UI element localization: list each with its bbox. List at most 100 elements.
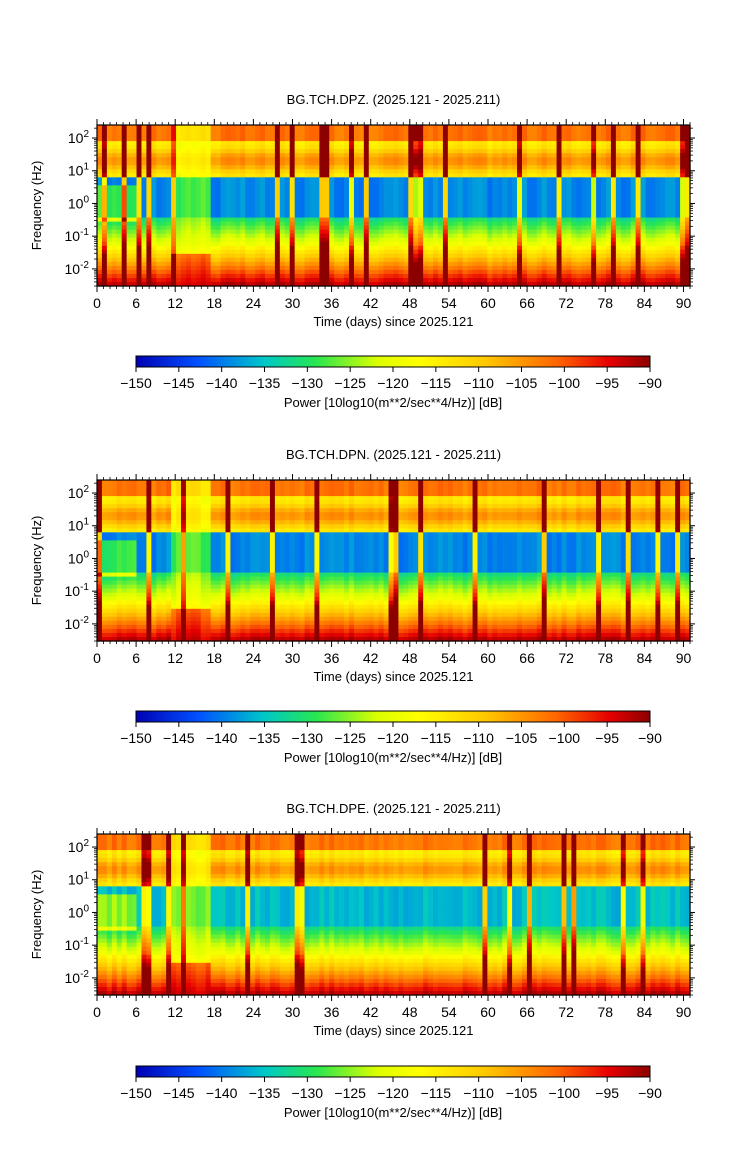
heatmap-cell — [492, 149, 498, 154]
heatmap-cell — [358, 125, 365, 130]
heatmap-cell — [97, 149, 103, 154]
heatmap-cell — [591, 245, 597, 251]
heatmap-cell — [176, 257, 182, 263]
heatmap-cell — [428, 141, 434, 146]
heatmap-cell — [452, 197, 459, 203]
heatmap-cell — [680, 245, 686, 251]
heatmap-cell — [314, 269, 320, 275]
heatmap-cell — [591, 261, 597, 267]
heatmap-cell — [655, 133, 661, 138]
heatmap-cell — [97, 229, 103, 235]
heatmap-cell — [101, 225, 108, 231]
heatmap-cell — [551, 165, 558, 170]
heatmap-cell — [368, 249, 375, 255]
heatmap-cell — [265, 273, 271, 279]
heatmap-cell — [146, 185, 152, 191]
heatmap-cell — [131, 213, 138, 219]
heatmap-cell — [235, 189, 241, 195]
heatmap-cell — [413, 273, 419, 279]
heatmap-cell — [610, 221, 617, 227]
heatmap-cell — [675, 265, 681, 271]
heatmap-cell — [546, 237, 553, 243]
heatmap-cell — [433, 245, 439, 251]
heatmap-cell — [556, 193, 563, 199]
heatmap-cell — [472, 137, 479, 142]
heatmap-cell — [230, 177, 236, 182]
heatmap-cell — [625, 237, 632, 243]
heatmap-cell — [235, 125, 241, 130]
heatmap-cell — [403, 129, 409, 134]
heatmap-cell — [368, 261, 375, 267]
heatmap-cell — [299, 253, 306, 259]
heatmap-cell — [200, 185, 207, 191]
heatmap-cell — [605, 209, 612, 215]
heatmap-cell — [121, 169, 128, 174]
heatmap-cell — [200, 273, 207, 279]
heatmap-cell — [596, 241, 602, 247]
heatmap-cell — [141, 261, 148, 267]
heatmap-cell — [620, 201, 627, 207]
heatmap-cell — [630, 221, 637, 227]
heatmap-cell — [566, 221, 572, 227]
heatmap-cell — [531, 201, 538, 207]
heatmap-cell — [240, 237, 246, 243]
heatmap-cell — [477, 201, 484, 207]
heatmap-cell — [245, 213, 251, 219]
heatmap-cell — [610, 225, 617, 231]
heatmap-cell — [423, 193, 429, 199]
heatmap-cell — [279, 265, 286, 271]
heatmap-cell — [111, 161, 118, 166]
heatmap-cell — [240, 165, 246, 170]
heatmap-cell — [195, 233, 202, 239]
heatmap-cell — [190, 141, 197, 146]
heatmap-cell — [161, 281, 167, 287]
heatmap-cell — [437, 165, 444, 170]
heatmap-cell — [373, 229, 380, 235]
heatmap-cell — [551, 209, 558, 215]
heatmap-cell — [605, 261, 612, 267]
heatmap-cell — [630, 205, 637, 211]
heatmap-cell — [106, 169, 113, 174]
heatmap-cell — [319, 205, 325, 211]
heatmap-cell — [314, 177, 320, 182]
heatmap-cell — [536, 229, 543, 235]
heatmap-cell — [393, 217, 400, 223]
heatmap-cell — [161, 229, 167, 235]
heatmap-cell — [373, 233, 380, 239]
heatmap-cell — [210, 253, 217, 259]
heatmap-cell — [413, 185, 419, 191]
heatmap-cell — [640, 269, 647, 275]
heatmap-cell — [457, 209, 464, 215]
heatmap-cell — [457, 221, 464, 227]
heatmap-cell — [685, 133, 691, 138]
heatmap-cell — [398, 213, 404, 219]
heatmap-cell — [136, 153, 143, 158]
heatmap-cell — [398, 277, 404, 283]
heatmap-cell — [526, 193, 533, 199]
heatmap-cell — [388, 225, 395, 231]
heatmap-cell — [378, 205, 385, 211]
heatmap-cell — [591, 157, 597, 162]
heatmap-cell — [260, 257, 266, 263]
heatmap-cell — [457, 225, 464, 231]
heatmap-cell — [571, 261, 577, 267]
heatmap-cell — [655, 273, 661, 279]
heatmap-cell — [418, 233, 424, 239]
heatmap-cell — [284, 281, 291, 287]
heatmap-cell — [299, 125, 306, 130]
heatmap-cell — [225, 201, 232, 207]
heatmap-cell — [685, 169, 691, 174]
heatmap-cell — [269, 257, 276, 263]
heatmap-cell — [517, 129, 523, 134]
heatmap-cell — [526, 233, 533, 239]
heatmap-cell — [250, 269, 256, 275]
heatmap-cell — [141, 157, 148, 162]
heatmap-cell — [195, 257, 202, 263]
heatmap-cell — [161, 157, 167, 162]
heatmap-cell — [314, 261, 320, 267]
heatmap-cell — [368, 229, 375, 235]
heatmap-cell — [368, 233, 375, 239]
heatmap-cell — [610, 149, 617, 154]
heatmap-cell — [433, 137, 439, 142]
heatmap-cell — [586, 177, 592, 182]
